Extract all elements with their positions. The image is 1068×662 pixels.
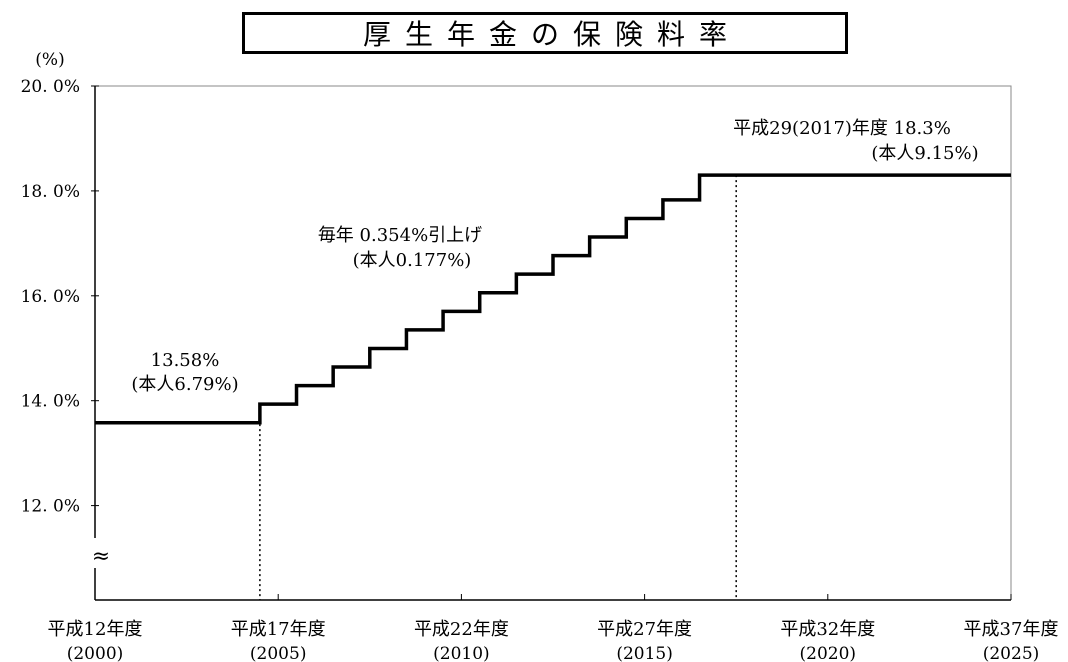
x-tick-label-year: (2010) <box>433 644 490 662</box>
y-tick-label: 16. 0% <box>21 287 80 307</box>
y-tick-label: 18. 0% <box>21 182 80 202</box>
y-axis-unit-label: (%) <box>35 50 64 70</box>
x-tick-label-year: (2015) <box>616 644 673 662</box>
annotation-final: 平成29(2017)年度 18.3% <box>733 118 951 139</box>
annotation-start: (本人6.79%) <box>131 374 238 395</box>
plot-frame <box>95 85 1012 600</box>
x-tick-label-year: (2000) <box>67 644 124 662</box>
x-tick-label-era: 平成27年度 <box>597 619 692 640</box>
x-tick-label-year: (2025) <box>983 644 1040 662</box>
x-tick-label-era: 平成32年度 <box>780 619 875 640</box>
chart-title-text: 厚生年金の保険料率 <box>362 18 741 51</box>
annotation-final: (本人9.15%) <box>871 143 978 164</box>
chart-title: 厚生年金の保険料率 <box>242 12 848 54</box>
y-tick-label: 12. 0% <box>21 497 80 517</box>
annotation-increment: 毎年 0.354%引上げ <box>318 225 482 246</box>
rate-step-line <box>95 173 1011 425</box>
x-tick-label-era: 平成17年度 <box>231 619 326 640</box>
x-tick-label-era: 平成12年度 <box>48 619 143 640</box>
x-tick-label-era: 平成37年度 <box>964 619 1059 640</box>
annotation-start: 13.58% <box>151 350 220 371</box>
y-tick-label: 20. 0% <box>21 77 80 97</box>
annotation-increment: (本人0.177%) <box>353 250 472 271</box>
x-tick-label-year: (2005) <box>250 644 307 662</box>
y-tick-label: 14. 0% <box>21 392 80 412</box>
x-tick-label-era: 平成22年度 <box>414 619 509 640</box>
x-tick-label-year: (2020) <box>800 644 857 662</box>
axis-break-icon: ≈ <box>92 544 110 569</box>
